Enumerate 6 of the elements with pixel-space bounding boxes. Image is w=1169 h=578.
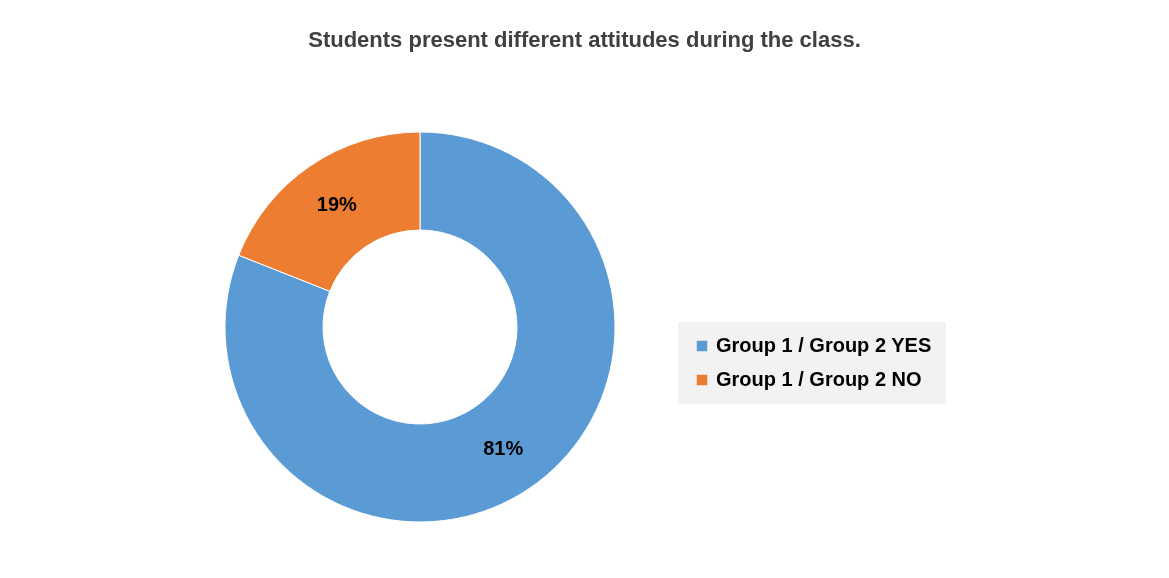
- data-label: 19%: [316, 192, 358, 215]
- donut-slice: [224, 131, 616, 523]
- legend-label: Group 1 / Group 2 NO: [716, 368, 922, 390]
- data-label: 81%: [483, 437, 524, 460]
- legend-label: Group 1 / Group 2 YES: [716, 334, 932, 356]
- chart-title: Students present different attitudes during the class.: [308, 27, 861, 52]
